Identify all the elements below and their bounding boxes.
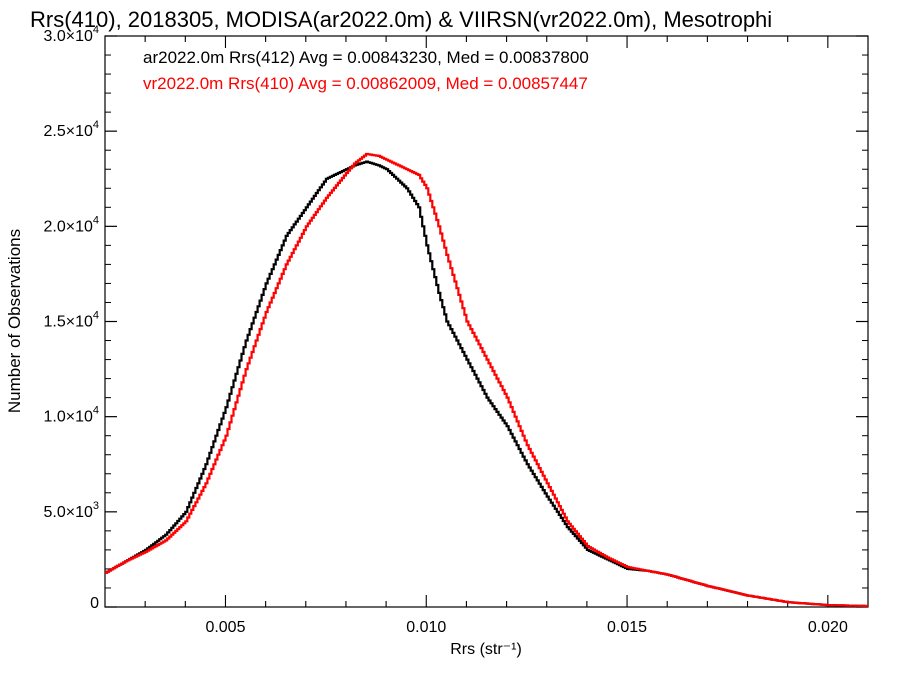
y-tick-label: 0 [90, 595, 99, 612]
x-tick-label: 0.015 [607, 619, 647, 636]
series-line-1 [105, 160, 868, 608]
y-tick-label: 5.0×103 [43, 500, 99, 521]
series-group [105, 152, 868, 608]
legend-entry-1: ar2022.0m Rrs(412) Avg = 0.00843230, Med… [143, 48, 589, 67]
x-axis: 0.005 0.010 0.015 0.020 [144, 36, 848, 636]
series-line-2 [105, 152, 868, 608]
legend: ar2022.0m Rrs(412) Avg = 0.00843230, Med… [143, 48, 589, 93]
legend-entry-2: vr2022.0m Rrs(410) Avg = 0.00862009, Med… [143, 74, 588, 93]
y-axis: 0 5.0×103 1.0×104 1.5×104 2.0×104 2.5×104 3.0×… [43, 24, 868, 612]
plot-frame [104, 35, 869, 608]
x-tick-label: 0.020 [808, 619, 848, 636]
y-tick-label: 1.0×104 [43, 405, 99, 426]
y-tick-label: 2.5×104 [43, 119, 99, 140]
x-tick-label: 0.005 [205, 619, 245, 636]
y-tick-label: 1.5×104 [43, 310, 99, 331]
y-axis-label: Number of Observations [5, 229, 24, 413]
x-axis-label: Rrs (str⁻¹) [450, 641, 522, 658]
y-tick-label: 3.0×104 [43, 24, 99, 45]
y-tick-label: 2.0×104 [43, 214, 99, 235]
chart-title: Rrs(410), 2018305, MODISA(ar2022.0m) & V… [30, 7, 772, 32]
x-tick-label: 0.010 [406, 619, 446, 636]
